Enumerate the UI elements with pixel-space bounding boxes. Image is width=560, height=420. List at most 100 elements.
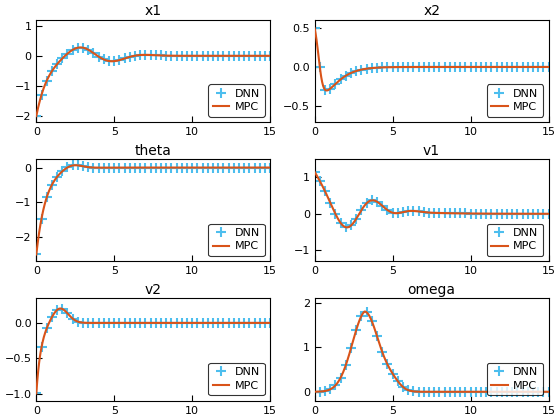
DNN [332, 211, 339, 216]
MPC [311, 169, 318, 174]
DNN [337, 77, 344, 82]
Legend: DNN, MPC: DNN, MPC [208, 84, 265, 117]
DNN [462, 64, 469, 69]
DNN [467, 64, 474, 69]
DNN [168, 165, 175, 170]
DNN [509, 389, 516, 394]
DNN [358, 67, 365, 72]
MPC [172, 53, 179, 58]
DNN [343, 362, 349, 368]
DNN [267, 53, 274, 58]
DNN [90, 320, 97, 326]
Title: v2: v2 [145, 283, 162, 297]
DNN [215, 165, 222, 170]
DNN [116, 320, 123, 326]
DNN [488, 64, 494, 69]
DNN [441, 210, 448, 215]
DNN [85, 320, 92, 326]
DNN [168, 53, 175, 58]
MPC [311, 389, 318, 394]
DNN [426, 64, 432, 69]
DNN [69, 163, 76, 168]
DNN [483, 389, 489, 394]
DNN [173, 320, 180, 326]
DNN [256, 320, 263, 326]
MPC [262, 53, 268, 58]
DNN [64, 165, 71, 170]
DNN [379, 203, 386, 208]
DNN [343, 73, 349, 78]
DNN [111, 320, 118, 326]
DNN [535, 389, 542, 394]
DNN [256, 165, 263, 170]
Legend: DNN, MPC: DNN, MPC [487, 363, 543, 395]
DNN [179, 320, 185, 326]
MPC [344, 225, 351, 230]
DNN [204, 165, 211, 170]
DNN [535, 211, 542, 216]
DNN [199, 165, 206, 170]
DNN [488, 211, 494, 216]
DNN [384, 362, 391, 367]
DNN [416, 209, 422, 214]
DNN [111, 59, 118, 64]
DNN [431, 210, 437, 215]
DNN [483, 64, 489, 69]
DNN [358, 207, 365, 213]
DNN [457, 389, 464, 394]
DNN [405, 209, 412, 214]
MPC [267, 320, 274, 326]
MPC [33, 113, 40, 118]
DNN [379, 65, 386, 70]
MPC [225, 165, 232, 170]
DNN [332, 383, 339, 388]
DNN [446, 389, 453, 394]
DNN [101, 57, 108, 62]
DNN [519, 211, 526, 216]
Title: x2: x2 [423, 5, 440, 18]
MPC [225, 320, 232, 326]
DNN [163, 53, 170, 58]
DNN [142, 52, 149, 58]
DNN [106, 58, 113, 63]
DNN [59, 56, 66, 61]
DNN [467, 211, 474, 216]
MPC [72, 163, 79, 168]
MPC [545, 64, 552, 69]
DNN [337, 375, 344, 380]
DNN [111, 165, 118, 170]
DNN [436, 64, 443, 69]
DNN [38, 345, 45, 350]
DNN [74, 319, 81, 324]
DNN [394, 65, 401, 70]
MPC [423, 389, 430, 394]
DNN [451, 64, 458, 69]
MPC [225, 53, 232, 58]
DNN [38, 92, 45, 97]
MPC [160, 165, 167, 170]
DNN [43, 195, 50, 200]
DNN [142, 320, 149, 326]
DNN [421, 210, 427, 215]
MPC [503, 211, 510, 216]
DNN [431, 64, 437, 69]
MPC [423, 210, 430, 215]
DNN [33, 252, 40, 257]
DNN [321, 87, 328, 92]
Legend: DNN, MPC: DNN, MPC [208, 363, 265, 395]
MPC [424, 64, 431, 69]
DNN [405, 65, 412, 70]
DNN [194, 53, 201, 58]
MPC [33, 252, 40, 257]
MPC [361, 309, 368, 314]
DNN [535, 64, 542, 69]
DNN [545, 64, 552, 69]
DNN [363, 201, 370, 206]
DNN [209, 320, 216, 326]
DNN [514, 64, 521, 69]
DNN [95, 54, 102, 59]
DNN [225, 53, 232, 58]
DNN [241, 165, 248, 170]
DNN [540, 389, 547, 394]
DNN [545, 211, 552, 216]
